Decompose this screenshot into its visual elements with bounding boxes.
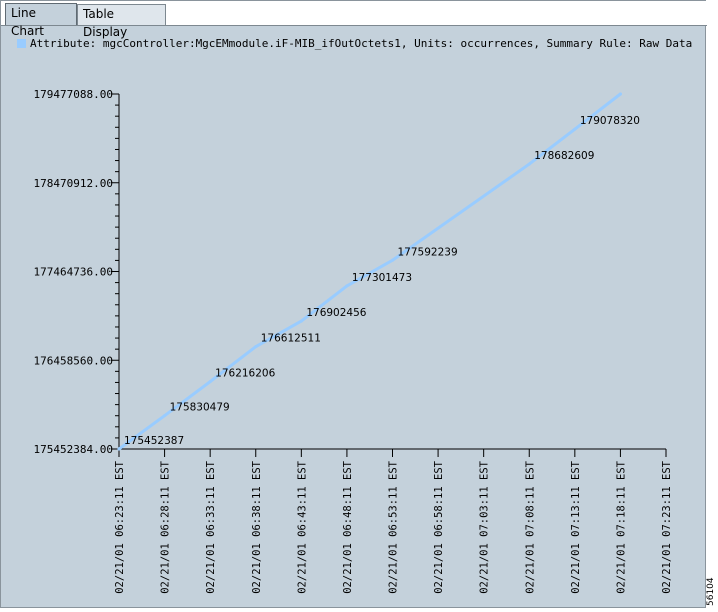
data-point <box>527 162 531 166</box>
x-tick-label: 02/21/01 07:13:11 EST <box>570 460 582 593</box>
data-point <box>117 447 121 451</box>
x-tick-label: 02/21/01 07:23:11 EST <box>661 460 673 593</box>
tab-table-display[interactable]: Table Display <box>77 4 166 39</box>
data-label: 177592239 <box>398 246 458 258</box>
chart-window: Line Chart Table Display Attribute: mgcC… <box>0 0 707 608</box>
x-tick-label: 02/21/01 06:23:11 EST <box>114 460 126 593</box>
line-chart: 175452384.00 176458560.00 177464736.00 1784… <box>34 88 673 594</box>
chart-legend: Attribute: mgcController:MgcEMmodule.iF-… <box>17 37 692 51</box>
x-tick-label: 02/21/01 07:08:11 EST <box>524 460 536 593</box>
y-tick-label: 178470912.00 <box>34 177 113 190</box>
data-label: 175830479 <box>170 402 230 414</box>
data-label: 177301473 <box>352 272 412 284</box>
x-tick-label: 02/21/01 06:53:11 EST <box>388 460 400 593</box>
data-label: 175452387 <box>124 435 184 447</box>
data-point <box>254 345 258 349</box>
data-point <box>163 414 167 418</box>
x-tick-label: 02/21/01 06:38:11 EST <box>251 460 263 593</box>
data-label: 176612511 <box>261 333 321 345</box>
figure-number: 56104 <box>706 577 716 606</box>
y-tick-label: 177464736.00 <box>34 266 113 279</box>
tab-line-chart[interactable]: Line Chart <box>5 3 77 38</box>
series-layer <box>117 92 622 451</box>
data-point <box>299 319 303 323</box>
legend-text: Attribute: mgcController:MgcEMmodule.iF-… <box>30 37 693 50</box>
x-tick-label: 02/21/01 07:18:11 EST <box>615 460 627 593</box>
y-tick-label: 176458560.00 <box>34 354 113 367</box>
x-tick-label: 02/21/01 06:48:11 EST <box>342 460 354 593</box>
data-point <box>208 380 212 384</box>
data-labels: 175452387 175830479 176216206 176612511 1769… <box>124 115 640 447</box>
x-tick-label: 02/21/01 06:33:11 EST <box>205 460 217 593</box>
data-point <box>573 127 577 131</box>
x-tick-label: 02/21/01 06:58:11 EST <box>433 460 445 593</box>
x-tick-label: 02/21/01 06:43:11 EST <box>296 460 308 593</box>
x-tick-label: 02/21/01 06:28:11 EST <box>160 460 172 593</box>
x-axis-ticks: 02/21/01 06:23:11 EST 02/21/01 06:28:11 E… <box>114 449 673 594</box>
data-point <box>618 92 622 96</box>
y-tick-label: 175452384.00 <box>34 443 113 456</box>
data-point <box>391 258 394 262</box>
y-tick-label: 179477088.00 <box>34 88 113 101</box>
data-label: 179078320 <box>580 115 640 127</box>
data-label: 178682609 <box>534 150 594 162</box>
data-label: 176216206 <box>215 368 275 380</box>
x-tick-label: 02/21/01 07:03:11 EST <box>479 460 491 593</box>
y-axis-ticks: 175452384.00 176458560.00 177464736.00 1784… <box>34 88 119 456</box>
series-line <box>117 92 622 451</box>
legend-swatch <box>17 39 26 48</box>
data-label: 176902456 <box>306 307 366 319</box>
data-point <box>345 284 349 288</box>
tab-bar: Line Chart Table Display <box>1 1 707 39</box>
